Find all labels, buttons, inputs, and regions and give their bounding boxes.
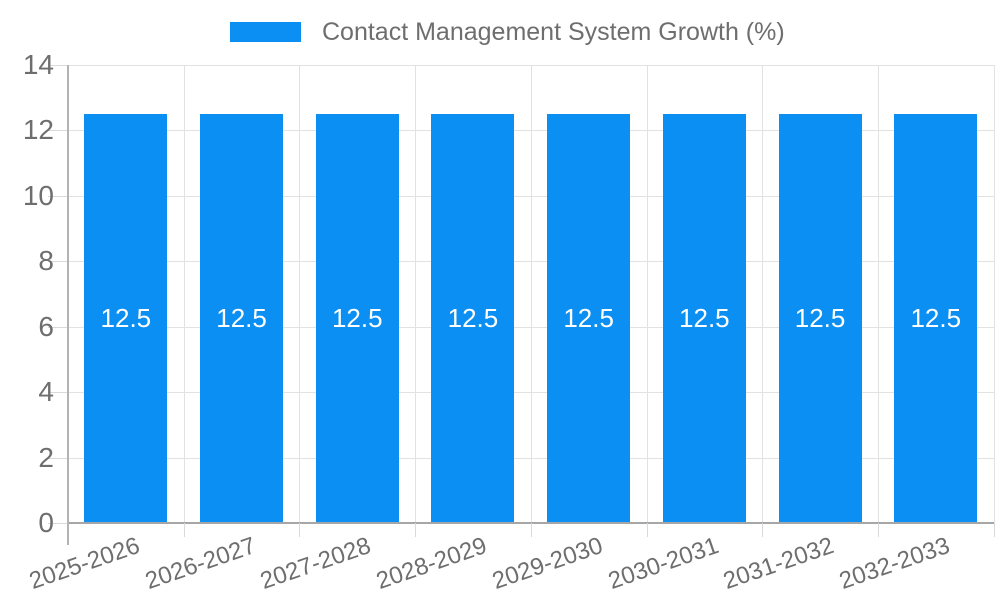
bar-value-label: 12.5	[100, 303, 152, 334]
x-axis-tick-label: 2026-2027	[141, 532, 260, 595]
y-axis-tick-label: 4	[38, 376, 54, 408]
gridline-vertical	[993, 64, 995, 524]
y-axis-tick-mark	[48, 523, 68, 525]
chart-legend: Contact Management System Growth (%)	[0, 16, 1000, 48]
x-axis-tick-mark	[530, 523, 532, 538]
bar[interactable]: 12.5	[84, 113, 168, 524]
x-axis-tick-label: 2027-2028	[257, 532, 375, 595]
bar-value-label: 12.5	[794, 303, 846, 334]
y-axis-tick-mark	[48, 64, 68, 66]
y-axis-tick-mark	[48, 457, 68, 459]
gridline-horizontal	[68, 457, 994, 459]
y-axis-tick-label: 10	[22, 179, 54, 211]
x-axis-tick-label: 2031-2032	[720, 532, 838, 595]
y-axis-tick-label: 8	[38, 245, 54, 277]
y-axis-tick-label: 6	[38, 310, 54, 342]
y-axis-line	[67, 64, 69, 546]
bar-value-label: 12.5	[331, 303, 383, 334]
x-axis-tick-mark	[415, 523, 417, 538]
y-axis-tick-label: 12	[22, 114, 54, 146]
x-axis-tick-mark	[762, 523, 764, 538]
gridline-vertical	[299, 64, 301, 524]
bar-value-label: 12.5	[910, 303, 962, 334]
gridline-vertical	[183, 64, 185, 524]
y-axis-tick-label: 2	[38, 441, 54, 473]
gridline-vertical	[530, 64, 532, 524]
gridline-horizontal	[68, 261, 994, 263]
bar-value-label: 12.5	[563, 303, 614, 334]
x-axis-tick-mark	[299, 523, 301, 538]
bar[interactable]: 12.5	[315, 113, 399, 524]
gridline-horizontal	[68, 64, 994, 66]
x-axis-tick-mark	[993, 523, 995, 538]
chart-title: Contact Management System Growth (%)	[322, 18, 785, 46]
gridline-horizontal	[68, 195, 994, 197]
x-axis-tick-label: 2028-2029	[373, 532, 491, 595]
y-axis-tick-mark	[48, 195, 68, 197]
x-axis-tick-label: 2030-2031	[604, 532, 722, 595]
bar-value-label: 12.5	[679, 303, 730, 334]
x-axis-tick-label: 2025-2026	[26, 532, 144, 595]
gridline-vertical	[877, 64, 879, 524]
x-axis-tick-mark	[183, 523, 185, 538]
bar-value-label: 12.5	[216, 303, 267, 334]
bar[interactable]: 12.5	[431, 113, 515, 524]
y-axis-tick-mark	[48, 130, 68, 132]
y-axis-tick-label: 14	[22, 48, 54, 80]
bar[interactable]: 12.5	[894, 113, 978, 524]
y-axis-tick-mark	[48, 392, 68, 394]
legend-swatch	[230, 22, 301, 42]
gridline-vertical	[762, 64, 764, 524]
x-axis-tick-label: 2032-2033	[835, 532, 954, 595]
bar-value-label: 12.5	[447, 303, 499, 334]
gridline-horizontal	[68, 326, 994, 328]
x-axis-tick-mark	[646, 523, 648, 538]
y-axis-tick-mark	[48, 261, 68, 263]
bar[interactable]: 12.5	[662, 113, 746, 524]
gridline-vertical	[415, 64, 417, 524]
x-axis-tick-label: 2029-2030	[488, 532, 607, 595]
y-axis-tick-label: 0	[38, 507, 54, 539]
x-axis-tick-mark	[877, 523, 879, 538]
gridline-horizontal	[68, 130, 994, 132]
bar[interactable]: 12.5	[778, 113, 862, 524]
y-axis-tick-mark	[48, 326, 68, 328]
gridline-vertical	[646, 64, 648, 524]
bar[interactable]: 12.5	[200, 113, 284, 524]
gridline-horizontal	[68, 392, 994, 394]
bar[interactable]: 12.5	[547, 113, 631, 524]
